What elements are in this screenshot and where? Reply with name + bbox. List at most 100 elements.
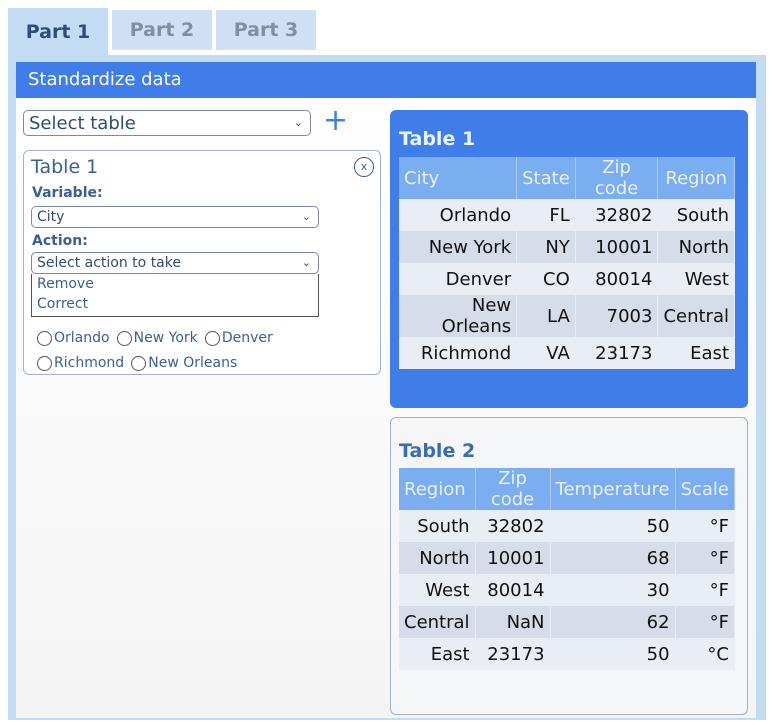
- column-header[interactable]: City: [399, 157, 518, 199]
- table-cell: 23173: [575, 337, 659, 369]
- table-row: East 23173 50 °C: [399, 638, 736, 670]
- column-header[interactable]: Region: [399, 468, 476, 510]
- table-cell: FL: [516, 199, 576, 231]
- variable-label: Variable:: [32, 185, 103, 201]
- table-cell: 30: [550, 574, 676, 606]
- table-cell: North: [657, 231, 735, 263]
- radio-circle-icon: [131, 356, 147, 371]
- close-icon[interactable]: x: [354, 157, 374, 177]
- table-cell: 80014: [575, 263, 659, 295]
- header-row: Region Zip code Temperature Scale: [399, 468, 736, 510]
- table-cell: 7003: [575, 295, 659, 337]
- tab-part-1[interactable]: Part 1: [8, 8, 108, 56]
- table-cell: 50: [550, 510, 676, 542]
- table-cell: South: [657, 199, 735, 231]
- table-row: Orlando FL 32802 South: [399, 199, 735, 231]
- radio-circle-icon: [37, 356, 52, 371]
- column-header[interactable]: Zip code: [575, 157, 659, 199]
- table-cell: 68: [550, 542, 676, 574]
- action-label: Action:: [32, 233, 88, 249]
- table-cell: 32802: [475, 510, 551, 542]
- table-cell: LA: [516, 295, 576, 337]
- city-radio-group: Orlando New York Denver Richmond New Orl…: [37, 327, 367, 377]
- table-cell: East: [657, 337, 735, 369]
- table2-panel: Table 2 Region Zip code Temperature Scale So…: [390, 417, 748, 715]
- table-cell: East: [399, 638, 476, 670]
- radio-label: New Orleans: [148, 355, 238, 371]
- option-remove[interactable]: Remove: [37, 276, 94, 292]
- table-cell: 32802: [575, 199, 659, 231]
- table-cell: Central: [399, 606, 476, 638]
- table-row: Denver CO 80014 West: [399, 263, 735, 295]
- table-cell: °C: [675, 638, 736, 670]
- table-cell: South: [399, 510, 476, 542]
- radio-richmond[interactable]: Richmond: [37, 352, 124, 375]
- column-header[interactable]: Region: [657, 157, 735, 199]
- table-card: Table 1 x Variable: City ⌄ Action: Selec…: [23, 150, 381, 375]
- panel-header: Standardize data: [16, 62, 756, 98]
- chevron-down-icon: ⌄: [301, 209, 311, 223]
- chevron-down-icon: ⌄: [301, 255, 311, 269]
- table-row: Central NaN 62 °F: [399, 606, 736, 638]
- table-row: North 10001 68 °F: [399, 542, 736, 574]
- option-correct[interactable]: Correct: [37, 296, 89, 312]
- tab-part-2[interactable]: Part 2: [112, 10, 212, 50]
- action-dropdown[interactable]: Select action to take ⌄: [31, 252, 319, 274]
- radio-circle-icon: [116, 331, 132, 346]
- table-row: Richmond VA 23173 East: [399, 337, 735, 369]
- chevron-down-icon: ⌄: [293, 115, 303, 129]
- column-header[interactable]: State: [516, 157, 576, 199]
- action-options-list: Remove Correct: [31, 274, 319, 317]
- table-cell: North: [399, 542, 476, 574]
- table-cell: NaN: [475, 606, 551, 638]
- table-cell: Denver: [399, 263, 518, 295]
- table-row: New Orleans LA 7003 Central: [399, 295, 735, 337]
- select-table-dropdown[interactable]: Select table ⌄: [23, 110, 311, 136]
- table-cell: Richmond: [399, 337, 518, 369]
- table-cell: VA: [516, 337, 576, 369]
- radio-new-orleans[interactable]: New Orleans: [131, 352, 237, 375]
- table1: City State Zip code Region Orlando FL 32802 Sou…: [399, 157, 735, 369]
- table-cell: °F: [675, 542, 736, 574]
- variable-dropdown[interactable]: City ⌄: [31, 206, 319, 228]
- radio-circle-icon: [37, 331, 52, 346]
- card-title: Table 1: [31, 156, 99, 178]
- table-row: South 32802 50 °F: [399, 510, 736, 542]
- radio-label: Richmond: [54, 355, 125, 371]
- radio-new-york[interactable]: New York: [116, 327, 198, 350]
- table-cell: West: [399, 574, 476, 606]
- table-cell: NY: [516, 231, 576, 263]
- variable-value: City: [37, 209, 65, 225]
- radio-circle-icon: [204, 331, 220, 346]
- table-cell: Central: [657, 295, 735, 337]
- column-header[interactable]: Scale: [675, 468, 736, 510]
- table2-title: Table 2: [399, 440, 476, 462]
- table1-panel: Table 1 City State Zip code Region Orlando FL…: [390, 110, 748, 408]
- table-cell: New York: [399, 231, 518, 263]
- table-cell: 10001: [475, 542, 551, 574]
- table-cell: °F: [675, 606, 736, 638]
- plus-icon[interactable]: +: [323, 103, 349, 138]
- column-header[interactable]: Zip code: [475, 468, 551, 510]
- table-cell: °F: [675, 510, 736, 542]
- table-cell: CO: [516, 263, 576, 295]
- table-cell: 10001: [575, 231, 659, 263]
- select-table-value: Select table: [29, 112, 136, 134]
- table2: Region Zip code Temperature Scale South 32802…: [399, 468, 736, 670]
- tab-part-3[interactable]: Part 3: [216, 10, 316, 50]
- table-cell: °F: [675, 574, 736, 606]
- table-row: West 80014 30 °F: [399, 574, 736, 606]
- table-cell: 50: [550, 638, 676, 670]
- action-value: Select action to take: [37, 255, 181, 271]
- table-row: New York NY 10001 North: [399, 231, 735, 263]
- column-header[interactable]: Temperature: [550, 468, 676, 510]
- radio-label: New York: [133, 330, 198, 346]
- radio-orlando[interactable]: Orlando: [37, 327, 110, 350]
- radio-label: Orlando: [54, 330, 110, 346]
- table-cell: 80014: [475, 574, 551, 606]
- radio-denver[interactable]: Denver: [204, 327, 273, 350]
- table-cell: 23173: [475, 638, 551, 670]
- table-cell: 62: [550, 606, 676, 638]
- table-cell: West: [657, 263, 735, 295]
- table-cell: New Orleans: [399, 295, 518, 337]
